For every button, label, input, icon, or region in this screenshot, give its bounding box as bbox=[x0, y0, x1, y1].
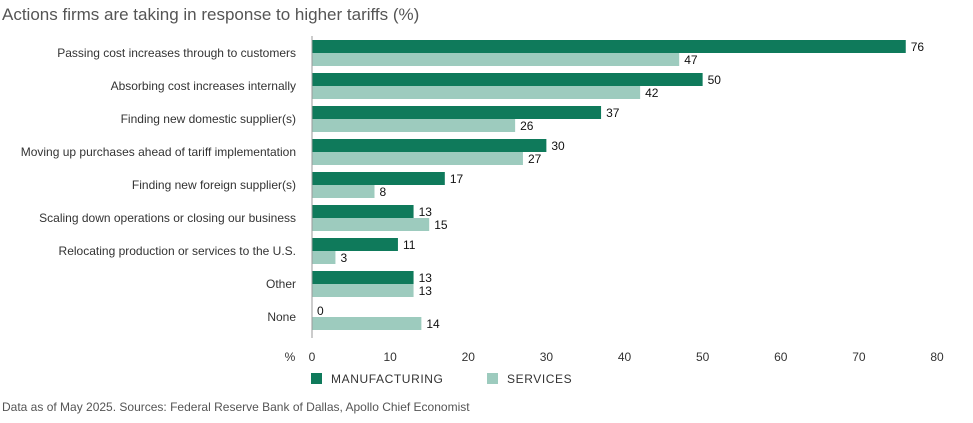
data-label-manufacturing: 50 bbox=[708, 73, 722, 87]
bar-manufacturing bbox=[312, 271, 414, 284]
data-label-manufacturing: 17 bbox=[450, 172, 464, 186]
data-label-services: 47 bbox=[684, 53, 698, 67]
x-tick-label: 30 bbox=[540, 350, 554, 364]
data-label-manufacturing: 13 bbox=[419, 205, 433, 219]
category-label: Absorbing cost increases internally bbox=[111, 79, 296, 93]
x-tick-label: 0 bbox=[309, 350, 316, 364]
data-label-manufacturing: 37 bbox=[606, 106, 620, 120]
category-label: Relocating production or services to the… bbox=[59, 244, 296, 258]
data-label-manufacturing: 11 bbox=[403, 238, 416, 252]
category-label: Passing cost increases through to custom… bbox=[57, 46, 296, 60]
data-label-services: 15 bbox=[434, 218, 448, 232]
bar-services bbox=[312, 284, 414, 297]
bar-manufacturing bbox=[312, 40, 906, 53]
data-label-services: 42 bbox=[645, 86, 659, 100]
category-label: Scaling down operations or closing our b… bbox=[39, 211, 296, 225]
bars-group bbox=[312, 40, 906, 330]
chart-title: Actions firms are taking in response to … bbox=[2, 5, 420, 24]
bar-services bbox=[312, 152, 523, 165]
data-label-manufacturing: 13 bbox=[419, 271, 433, 285]
bar-services bbox=[312, 53, 680, 66]
legend-swatch-services bbox=[487, 373, 498, 384]
bar-services bbox=[312, 86, 641, 99]
bar-manufacturing bbox=[312, 238, 398, 251]
x-tick-label: 10 bbox=[383, 350, 397, 364]
data-label-services: 27 bbox=[528, 152, 542, 166]
bar-manufacturing bbox=[312, 172, 445, 185]
data-label-services: 8 bbox=[380, 185, 387, 199]
bar-services bbox=[312, 218, 430, 231]
x-tick-label: 40 bbox=[618, 350, 632, 364]
bar-manufacturing bbox=[312, 139, 547, 152]
x-tick-label: 20 bbox=[462, 350, 476, 364]
x-axis-ticks: 0 10 20 30 40 50 60 70 80 bbox=[309, 350, 944, 364]
data-label-services: 26 bbox=[520, 119, 534, 133]
x-tick-label: 50 bbox=[696, 350, 710, 364]
category-label: Other bbox=[266, 277, 296, 291]
category-label: Moving up purchases ahead of tariff impl… bbox=[21, 145, 296, 159]
bar-services bbox=[312, 185, 375, 198]
bar-services bbox=[312, 251, 336, 264]
category-label: None bbox=[267, 310, 296, 324]
bar-services bbox=[312, 119, 516, 132]
x-tick-label: 80 bbox=[930, 350, 944, 364]
data-label-services: 14 bbox=[426, 317, 440, 331]
legend-swatch-manufacturing bbox=[311, 373, 322, 384]
data-label-manufacturing: 0 bbox=[317, 304, 324, 318]
category-label: Finding new foreign supplier(s) bbox=[132, 178, 296, 192]
bar-manufacturing bbox=[312, 205, 414, 218]
bar-chart: Passing cost increases through to custom… bbox=[21, 36, 944, 386]
x-tick-label: 70 bbox=[852, 350, 866, 364]
x-axis-unit-label: % bbox=[285, 350, 296, 364]
x-tick-label: 60 bbox=[774, 350, 788, 364]
data-label-manufacturing: 76 bbox=[911, 40, 925, 54]
bar-services bbox=[312, 317, 422, 330]
source-note: Data as of May 2025. Sources: Federal Re… bbox=[2, 400, 470, 414]
data-label-services: 3 bbox=[340, 251, 347, 265]
data-label-services: 13 bbox=[419, 284, 433, 298]
category-label: Finding new domestic supplier(s) bbox=[121, 112, 296, 126]
category-labels: Passing cost increases through to custom… bbox=[21, 46, 297, 324]
bar-manufacturing bbox=[312, 73, 703, 86]
data-label-manufacturing: 30 bbox=[551, 139, 565, 153]
bar-manufacturing bbox=[312, 106, 602, 119]
legend-label-services: SERVICES bbox=[507, 372, 572, 386]
legend-label-manufacturing: MANUFACTURING bbox=[331, 372, 443, 386]
legend: MANUFACTURING SERVICES bbox=[311, 372, 572, 386]
